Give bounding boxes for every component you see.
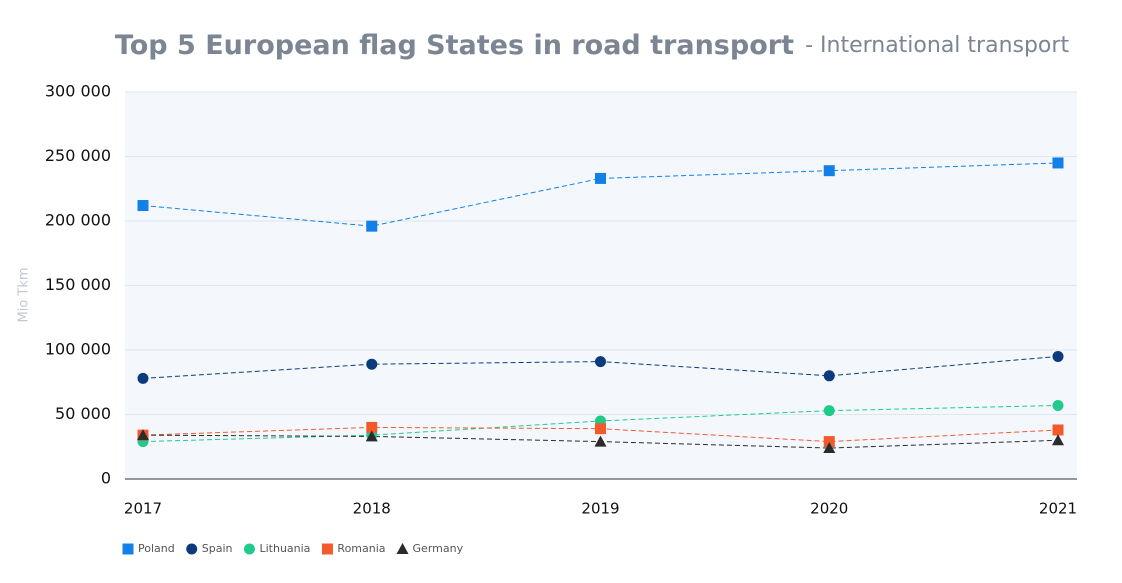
legend-item: Germany: [396, 542, 464, 555]
legend-label: Romania: [337, 542, 385, 555]
legend-item: Romania: [321, 542, 386, 555]
marker: [1052, 399, 1064, 411]
marker: [823, 436, 835, 448]
marker: [1052, 350, 1064, 362]
x-tick-label: 2018: [353, 500, 391, 518]
marker: [823, 165, 835, 177]
chart-title: Top 5 European flag States in road trans…: [115, 30, 794, 61]
series-line: [142, 162, 1059, 227]
y-axis-label: Mio Tkm: [17, 267, 32, 322]
marker: [595, 423, 606, 435]
y-tick-label: 0: [101, 469, 111, 488]
y-tick-label: 300 000: [45, 82, 111, 101]
marker: [595, 356, 606, 368]
legend-label: Poland: [138, 542, 175, 555]
y-tick-label: 150 000: [45, 275, 111, 294]
y-tick-label: 100 000: [45, 340, 111, 359]
marker: [823, 405, 835, 417]
x-tick-label: 2017: [124, 500, 162, 518]
legend-item: Poland: [122, 542, 175, 555]
marker: [1052, 434, 1064, 446]
marker: [823, 370, 835, 382]
y-tick-label: 200 000: [45, 211, 111, 230]
y-tick-label: 250 000: [45, 146, 111, 165]
chart-heading: Top 5 European flag States in road trans…: [115, 30, 1070, 61]
marker: [365, 430, 378, 442]
marker: [137, 429, 149, 441]
marker: [366, 220, 378, 232]
legend-item: Lithuania: [243, 542, 310, 555]
marker: [243, 543, 255, 555]
legend-item: Spain: [186, 542, 232, 555]
legend-label: Germany: [413, 542, 464, 555]
marker: [1052, 424, 1064, 436]
marker: [366, 421, 378, 433]
marker: [122, 543, 134, 555]
marker: [823, 442, 836, 454]
x-tick-label: 2020: [810, 500, 848, 518]
x-tick-label: 2021: [1039, 500, 1077, 518]
legend-label: Spain: [202, 542, 233, 555]
marker: [396, 543, 409, 554]
x-tick-label: 2019: [581, 500, 619, 518]
marker: [137, 200, 149, 212]
marker: [594, 435, 607, 447]
chart-subtitle: - International transport: [805, 33, 1069, 58]
marker: [321, 543, 333, 555]
y-tick-label: 50 000: [55, 404, 111, 423]
marker: [137, 372, 149, 384]
marker: [366, 358, 378, 370]
marker: [595, 172, 606, 184]
marker: [186, 543, 198, 555]
marker: [1052, 157, 1064, 169]
legend-label: Lithuania: [259, 542, 310, 555]
